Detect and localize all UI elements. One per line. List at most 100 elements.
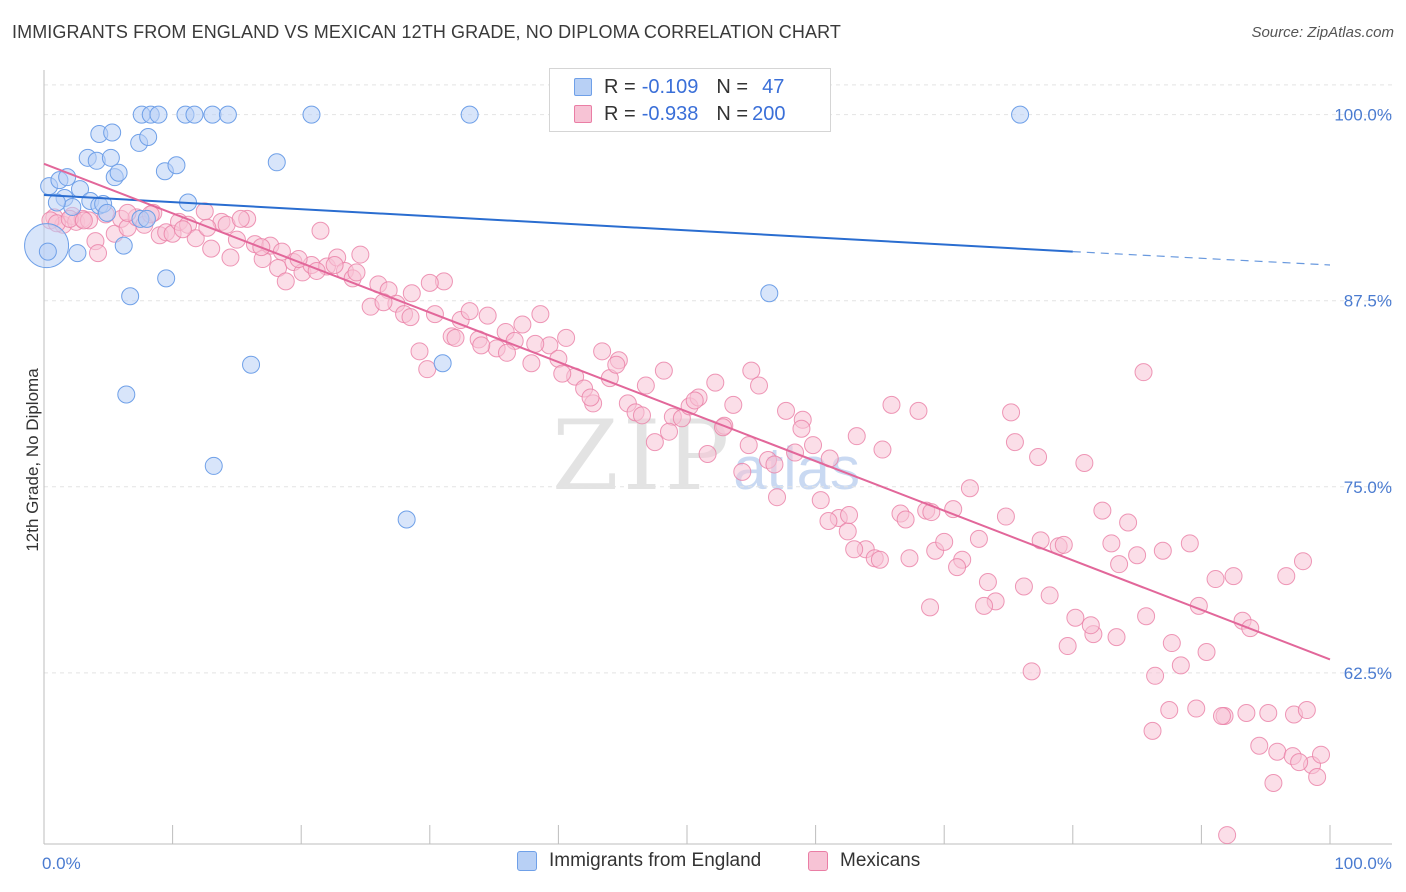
data-point-mexicans [1277, 567, 1296, 586]
data-point-mexicans [1259, 704, 1278, 723]
data-point-mexicans [472, 336, 491, 355]
data-point-mexicans [1290, 753, 1309, 772]
data-point-mexicans [557, 328, 576, 347]
data-point-mexicans [1040, 586, 1059, 605]
legend-n-label: N = [716, 75, 749, 98]
data-point-england [137, 209, 156, 228]
legend-item-england: Immigrants from England [517, 850, 761, 872]
data-point-england [460, 105, 479, 124]
legend-item-mexicans: Mexicans [808, 850, 920, 872]
data-point-mexicans [685, 391, 704, 410]
source-label: Source: ZipAtlas.com [1251, 24, 1394, 41]
data-point-mexicans [1212, 706, 1231, 725]
data-point-mexicans [698, 445, 717, 464]
data-point-mexicans [311, 221, 330, 240]
data-point-mexicans [347, 263, 366, 282]
legend-row-england: R = -0.109 N = 47 [574, 74, 784, 100]
data-point-mexicans [1119, 513, 1138, 532]
data-point-mexicans [654, 361, 673, 380]
data-point-mexicans [935, 532, 954, 551]
data-point-mexicans [978, 573, 997, 592]
legend-n-value: 200 [752, 102, 786, 125]
data-point-mexicans [1002, 403, 1021, 422]
data-point-england [68, 244, 87, 263]
data-point-mexicans [921, 598, 940, 617]
data-point-mexicans [1110, 555, 1129, 574]
data-point-mexicans [975, 596, 994, 615]
data-point-mexicans [1311, 745, 1330, 764]
data-point-england [433, 354, 452, 373]
data-point-mexicans [593, 342, 612, 361]
data-point-england [204, 456, 223, 475]
data-point-mexicans [838, 522, 857, 541]
data-point-mexicans [811, 491, 830, 510]
data-point-mexicans [840, 506, 859, 525]
data-point-mexicans [497, 343, 516, 362]
data-point-mexicans [632, 406, 651, 425]
data-point-mexicans [792, 419, 811, 438]
data-point-mexicans [1143, 721, 1162, 740]
data-point-mexicans [402, 284, 421, 303]
legend-n-label: N = [716, 102, 749, 125]
data-point-mexicans [202, 239, 221, 258]
x-tick-labels: 0.0% 100.0% [42, 854, 1392, 873]
data-point-mexicans [1293, 552, 1312, 571]
y-tick-label: 75.0% [1344, 478, 1392, 497]
legend-swatch-england [517, 851, 537, 871]
trend-lines [43, 162, 1331, 661]
data-point-mexicans [531, 305, 550, 324]
data-point-mexicans [659, 422, 678, 441]
data-point-mexicans [1297, 701, 1316, 720]
data-point-england [109, 163, 128, 182]
data-point-mexicans [221, 248, 240, 267]
data-point-mexicans [553, 364, 572, 383]
data-point-mexicans [804, 436, 823, 455]
data-point-mexicans [1093, 501, 1112, 520]
data-point-mexicans [909, 401, 928, 420]
data-point-mexicans [1022, 662, 1041, 681]
data-point-mexicans [1128, 546, 1147, 565]
data-point-mexicans [873, 440, 892, 459]
data-point-mexicans [777, 401, 796, 420]
data-point-mexicans [960, 479, 979, 498]
data-point-mexicans [1197, 642, 1216, 661]
data-point-mexicans [1162, 634, 1181, 653]
legend-r-label: R = [604, 75, 636, 98]
data-point-mexicans [882, 395, 901, 414]
legend-n-value: 47 [762, 75, 785, 98]
data-point-mexicans [581, 388, 600, 407]
data-point-mexicans [513, 315, 532, 334]
data-point-mexicans [900, 549, 919, 568]
data-point-mexicans [768, 488, 787, 507]
data-point-mexicans [607, 355, 626, 374]
y-axis-title: 12th Grade, No Diploma [23, 368, 42, 552]
data-point-mexicans [186, 229, 205, 248]
data-point-mexicans [845, 540, 864, 559]
data-point-mexicans [1308, 768, 1327, 787]
data-point-mexicans [1160, 701, 1179, 720]
data-point-mexicans [1134, 363, 1153, 382]
data-point-mexicans [276, 272, 295, 291]
data-point-mexicans [1146, 666, 1165, 685]
data-point-mexicans [410, 342, 429, 361]
data-point-mexicans [231, 209, 250, 228]
legend-swatch-mexicans [808, 851, 828, 871]
trend-line-mexicans [43, 162, 1331, 661]
trend-line-england-extension [1072, 250, 1331, 266]
data-point-mexicans [1066, 608, 1085, 627]
data-point-england [38, 242, 57, 261]
data-point-england [1011, 105, 1030, 124]
data-point-mexicans [1005, 433, 1024, 452]
data-point-england [101, 148, 120, 167]
data-point-mexicans [1058, 637, 1077, 656]
data-point-mexicans [1180, 534, 1199, 553]
data-point-england [760, 284, 779, 303]
data-point-england [302, 105, 321, 124]
data-point-mexicans [896, 510, 915, 529]
data-point-mexicans [724, 395, 743, 414]
legend-r-label: R = [604, 102, 636, 125]
data-point-england [203, 105, 222, 124]
y-tick-label: 100.0% [1334, 106, 1392, 125]
data-point-mexicans [969, 529, 988, 548]
legend-swatch-mexicans [574, 105, 592, 123]
